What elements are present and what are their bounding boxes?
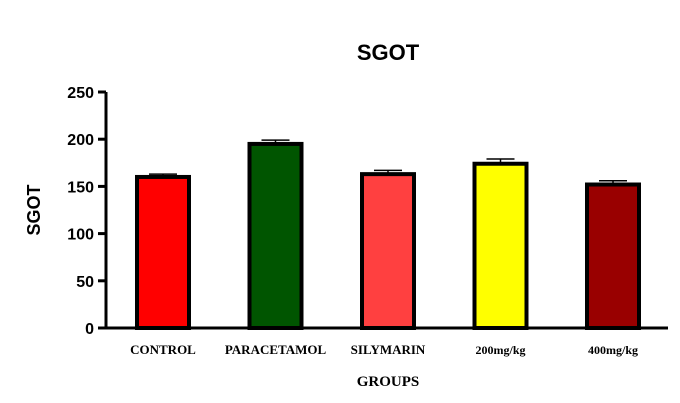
- x-tick-label: PARACETAMOL: [225, 342, 327, 357]
- y-tick-label: 100: [67, 227, 94, 244]
- x-tick-label: 200mg/kg: [475, 343, 525, 357]
- bar: [472, 161, 529, 330]
- y-tick-label: 200: [67, 132, 94, 149]
- y-tick-label: 250: [67, 85, 94, 102]
- y-axis-label: SGOT: [24, 184, 44, 235]
- x-tick-label: 400mg/kg: [588, 343, 638, 357]
- chart-title: SGOT: [357, 40, 420, 65]
- bar: [135, 174, 191, 330]
- bars: [135, 139, 641, 330]
- x-axis-label: GROUPS: [357, 374, 420, 390]
- x-tick-label: CONTROL: [130, 342, 196, 357]
- y-tick-label: 0: [85, 321, 94, 338]
- bar: [360, 172, 416, 330]
- bar: [247, 141, 304, 330]
- y-ticks: 0 50 100 150 200 250: [67, 85, 106, 338]
- y-tick-label: 150: [67, 179, 94, 196]
- y-tick-label: 50: [76, 274, 94, 291]
- x-tick-label: SILYMARIN: [351, 342, 426, 357]
- bar: [585, 182, 641, 330]
- x-ticks: CONTROL PARACETAMOL SILYMARIN 200mg/kg 400mg…: [130, 342, 638, 357]
